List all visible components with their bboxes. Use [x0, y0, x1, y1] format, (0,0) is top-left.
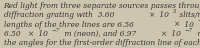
Text: m (neon), and 6.97: m (neon), and 6.97: [62, 30, 139, 38]
Text: lengths of the three lines are 6.56: lengths of the three lines are 6.56: [4, 21, 136, 29]
Text: ×: ×: [174, 21, 180, 29]
Text: Red light from three separate sources passes through a: Red light from three separate sources pa…: [4, 2, 200, 10]
Text: 10: 10: [169, 30, 181, 38]
Text: ×: ×: [28, 30, 34, 38]
Text: ×: ×: [161, 30, 167, 38]
Text: −7: −7: [52, 28, 60, 33]
Text: 5: 5: [172, 9, 176, 14]
Text: diffraction grating with  3.60: diffraction grating with 3.60: [4, 11, 116, 19]
Text: 10: 10: [36, 30, 48, 38]
Text: slits/m.  The wave-: slits/m. The wave-: [177, 11, 200, 19]
Text: ×: ×: [149, 11, 155, 19]
Text: −7: −7: [184, 28, 192, 33]
Text: m (argon). Calculate: m (argon). Calculate: [195, 30, 200, 38]
Text: 10: 10: [157, 11, 169, 19]
Text: 10: 10: [182, 21, 194, 29]
Text: −7: −7: [198, 18, 200, 23]
Text: the angles for the first-order diffraction line of each source.: the angles for the first-order diffracti…: [4, 39, 200, 47]
Text: 6.50: 6.50: [4, 30, 23, 38]
